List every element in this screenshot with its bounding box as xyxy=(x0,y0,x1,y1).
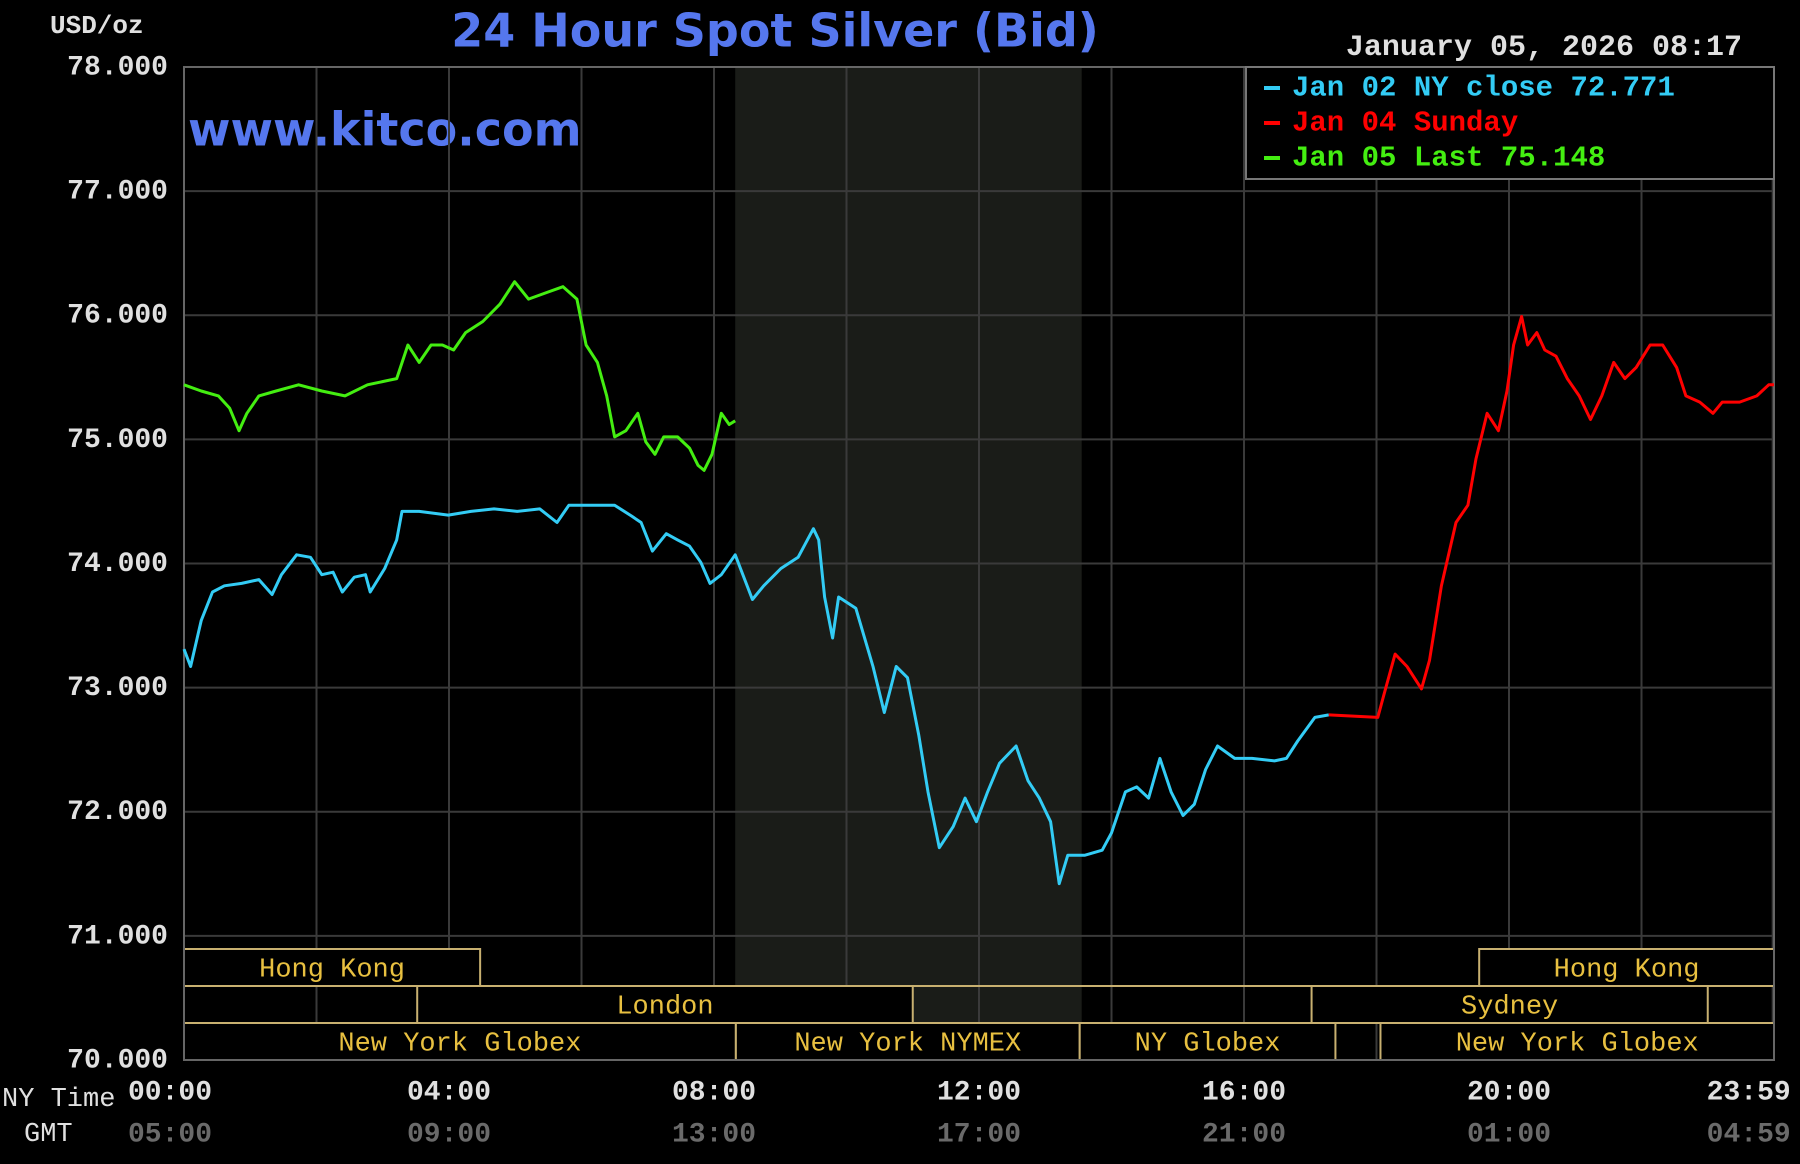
session-box xyxy=(1310,985,1709,1024)
session-label: London xyxy=(616,993,713,1023)
y-tick-label: 72.000 xyxy=(67,797,168,828)
y-tick-label: 75.000 xyxy=(67,425,168,456)
x-tick-label: 08:00 xyxy=(672,1077,756,1108)
y-tick-label: 71.000 xyxy=(67,921,168,952)
x-tick-label: 20:00 xyxy=(1467,1077,1551,1108)
session-label: NY Globex xyxy=(1135,1030,1281,1060)
legend-box xyxy=(1245,66,1775,180)
x-tick-label: 23:59 xyxy=(1707,1077,1791,1108)
x-axis-label: NY Time xyxy=(2,1085,115,1115)
y-tick-label: 73.000 xyxy=(67,673,168,704)
session-label: New York Globex xyxy=(338,1030,581,1060)
session-label: Hong Kong xyxy=(1554,956,1700,986)
x2-tick-label: 01:00 xyxy=(1467,1119,1551,1150)
session-label: New York NYMEX xyxy=(794,1030,1021,1060)
y-tick-label: 74.000 xyxy=(67,549,168,580)
series-line xyxy=(1328,315,1774,719)
session-box xyxy=(416,985,914,1024)
session-label: New York Globex xyxy=(1456,1030,1699,1060)
y-tick-label: 70.000 xyxy=(67,1045,168,1076)
y-unit: USD/oz xyxy=(50,11,144,41)
x2-tick-label: 09:00 xyxy=(407,1119,491,1150)
x-tick-label: 16:00 xyxy=(1202,1077,1286,1108)
timestamp: January 05, 2026 08:17 xyxy=(1346,31,1742,65)
y-tick-label: 76.000 xyxy=(67,301,168,332)
legend-label: Jan 05 Last 75.148 xyxy=(1292,142,1605,175)
x2-axis-label: GMT xyxy=(24,1120,73,1150)
x2-tick-label: 04:59 xyxy=(1707,1119,1791,1150)
legend-label: Jan 02 NY close 72.771 xyxy=(1292,72,1675,105)
x2-tick-label: 05:00 xyxy=(128,1119,212,1150)
plot-frame xyxy=(183,66,1775,1061)
y-tick-label: 78.000 xyxy=(67,52,168,83)
chart-title: 24 Hour Spot Silver (Bid) xyxy=(451,4,1099,58)
series-line xyxy=(183,280,736,472)
x2-tick-label: 21:00 xyxy=(1202,1119,1286,1150)
session-label: Hong Kong xyxy=(259,956,405,986)
session-box xyxy=(183,948,482,987)
legend-label: Jan 04 Sunday xyxy=(1292,107,1518,140)
x-tick-label: 00:00 xyxy=(128,1077,212,1108)
x2-tick-label: 13:00 xyxy=(672,1119,756,1150)
session-label: Sydney xyxy=(1461,993,1558,1023)
session-box xyxy=(1078,1022,1337,1061)
session-box xyxy=(734,1022,1081,1061)
x-tick-label: 04:00 xyxy=(407,1077,491,1108)
x-tick-label: 12:00 xyxy=(937,1077,1021,1108)
y-tick-label: 77.000 xyxy=(67,177,168,208)
series-line xyxy=(182,503,1330,886)
x2-tick-label: 17:00 xyxy=(937,1119,1021,1150)
session-box xyxy=(1379,1022,1775,1061)
watermark: www.kitco.com xyxy=(188,103,582,157)
